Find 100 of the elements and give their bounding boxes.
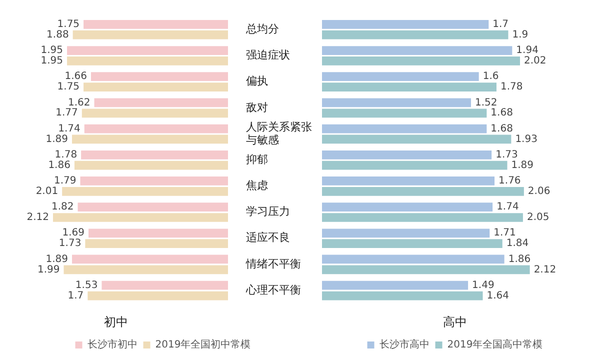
data-label: 1.95 — [40, 45, 64, 56]
data-label: 1.73 — [496, 149, 518, 160]
bar — [322, 30, 508, 40]
data-label: 1.75 — [57, 82, 80, 93]
data-label: 1.89 — [46, 254, 68, 265]
data-label: 1.7 — [492, 19, 509, 30]
bar — [67, 46, 228, 55]
data-label: 1.82 — [52, 202, 74, 213]
bar — [322, 280, 468, 290]
data-label: 1.66 — [64, 71, 87, 82]
data-label: 2.12 — [534, 264, 556, 276]
bar — [322, 82, 496, 92]
data-label: 1.74 — [496, 202, 519, 213]
data-label: 1.71 — [494, 228, 516, 239]
data-label: 1.9 — [512, 29, 528, 40]
bar — [322, 186, 524, 196]
bar — [322, 98, 471, 108]
data-label: 2.06 — [528, 186, 550, 198]
bar — [322, 176, 495, 186]
data-label: 1.49 — [472, 280, 494, 291]
y-tick-label: 焦虑 — [246, 179, 268, 192]
bar — [74, 160, 228, 170]
bar — [72, 254, 228, 264]
data-label: 1.52 — [475, 97, 498, 108]
data-label: 1.7 — [68, 290, 84, 302]
bar — [322, 254, 504, 264]
bar — [102, 280, 228, 290]
bar — [322, 291, 483, 300]
y-tick-label: 敌对 — [246, 100, 268, 114]
bar — [72, 134, 228, 144]
y-tick-label: 心理不平衡 — [245, 283, 301, 296]
y-tick-label: 适应不良 — [246, 231, 290, 244]
bar — [82, 108, 228, 118]
x-axis-title: 高中 — [443, 314, 467, 329]
bar — [94, 98, 228, 108]
data-label: 1.78 — [54, 149, 78, 160]
bar — [67, 56, 228, 66]
y-tick-label: 偏执 — [246, 74, 268, 88]
data-label: 1.73 — [58, 238, 82, 250]
bar — [80, 176, 228, 186]
bar — [322, 124, 487, 134]
bar — [322, 265, 530, 274]
legend-label: 长沙市初中 — [87, 338, 138, 351]
y-tick-label: 情绪不平衡 — [245, 257, 301, 270]
bar — [84, 124, 228, 134]
data-label: 1.77 — [56, 108, 78, 119]
data-label: 2.12 — [26, 212, 49, 224]
data-label: 1.62 — [68, 97, 90, 108]
data-label: 1.89 — [511, 160, 534, 171]
data-label: 2.01 — [36, 186, 58, 198]
data-label: 1.79 — [54, 176, 76, 187]
bar — [322, 46, 512, 55]
bar — [85, 239, 228, 248]
bar — [90, 72, 228, 82]
bar — [78, 202, 228, 212]
bar — [84, 20, 228, 29]
y-tick-label: 学习压力 — [246, 205, 290, 218]
bar — [322, 213, 523, 222]
legend-label: 2019年全国高中常模 — [447, 338, 543, 351]
data-label: 2.05 — [526, 212, 550, 224]
data-label: 1.64 — [486, 290, 510, 302]
bar — [322, 150, 492, 160]
data-label: 1.88 — [46, 29, 69, 40]
data-label: 1.99 — [37, 264, 60, 276]
bar — [81, 150, 228, 160]
data-label: 1.95 — [40, 56, 64, 67]
data-label: 1.93 — [515, 134, 538, 145]
data-label: 1.76 — [498, 176, 521, 187]
data-label: 1.86 — [48, 160, 70, 171]
bar — [53, 213, 228, 222]
y-tick-label: 人际关系紧张与敏感 — [246, 120, 312, 146]
x-axis-title: 初中 — [104, 314, 128, 329]
y-tick-label: 总均分 — [245, 22, 279, 36]
bar — [88, 291, 228, 300]
data-label: 1.84 — [506, 238, 529, 250]
bar — [322, 239, 502, 248]
legend-label: 长沙市高中 — [379, 338, 430, 351]
y-tick-label: 强迫症状 — [246, 48, 290, 62]
data-label: 1.53 — [75, 280, 98, 291]
bar — [322, 160, 508, 170]
bar — [322, 228, 490, 238]
y-tick-label: 抑郁 — [246, 152, 268, 166]
bar — [322, 20, 489, 29]
data-label: 1.74 — [58, 123, 80, 134]
bar — [84, 82, 228, 92]
data-label: 1.75 — [57, 19, 80, 30]
bar — [322, 72, 479, 82]
bar — [322, 108, 487, 118]
bar — [72, 30, 228, 40]
data-label: 1.68 — [490, 108, 513, 119]
bar — [322, 202, 493, 212]
bar — [64, 265, 228, 274]
data-label: 1.86 — [508, 254, 531, 265]
data-label: 1.89 — [46, 134, 68, 145]
data-label: 2.02 — [524, 56, 546, 67]
bar — [322, 134, 512, 144]
data-label: 1.68 — [490, 123, 513, 134]
data-label: 1.94 — [516, 45, 538, 56]
bar — [62, 186, 228, 196]
data-label: 1.78 — [500, 82, 523, 93]
